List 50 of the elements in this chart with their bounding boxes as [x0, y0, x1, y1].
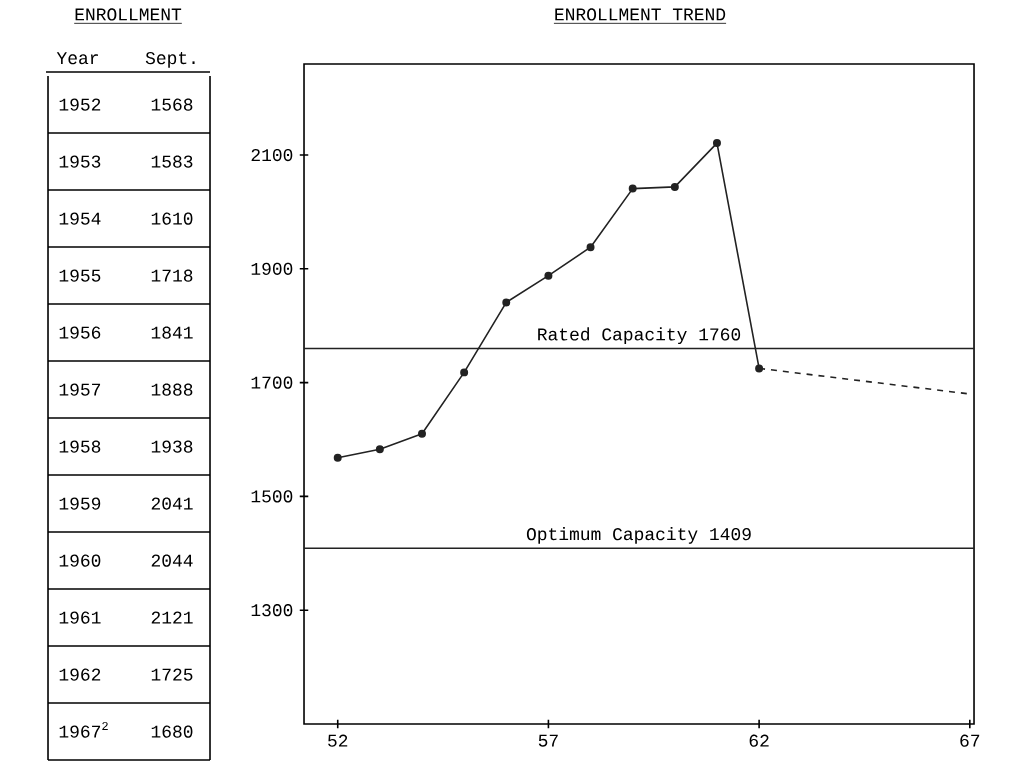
text: Sept.	[145, 52, 195, 68]
point	[670, 182, 679, 191]
text: 1841	[151, 326, 193, 339]
text: 1959	[59, 497, 101, 510]
y-tick-label: 1900	[251, 262, 293, 275]
point	[755, 364, 764, 373]
text: 1954	[59, 212, 101, 225]
text: 1955	[59, 269, 101, 282]
text: 1962	[59, 668, 101, 681]
ref-line-label: Rated Capacity 1760	[538, 327, 741, 345]
text: 1952	[59, 98, 101, 111]
text: 2041	[151, 497, 193, 510]
y-tick-label: 2100	[251, 148, 293, 162]
text: 1958	[59, 440, 101, 453]
x-tick-label: 52	[328, 734, 348, 747]
point	[586, 243, 595, 252]
point	[418, 429, 426, 438]
text: 2044	[151, 554, 193, 567]
x-tick-label: 62	[749, 734, 769, 747]
point	[544, 271, 553, 280]
text: 1680	[151, 725, 193, 738]
text: ENROLLMENT	[75, 8, 182, 21]
point	[502, 298, 511, 307]
x-tick-label: 67	[960, 734, 980, 747]
text: 1957	[59, 383, 101, 396]
text: Year	[56, 52, 98, 65]
y-tick-label: 1700	[251, 376, 293, 389]
text: 1956	[59, 326, 101, 339]
text: 1888	[151, 383, 193, 396]
text: 1953	[59, 155, 101, 168]
chart-title: ENROLLMENT TREND	[555, 8, 726, 21]
text: 1967$^{2}$	[59, 721, 108, 738]
point	[712, 139, 721, 148]
text: 1718	[151, 269, 193, 282]
point	[460, 368, 469, 377]
text: 1961	[59, 611, 101, 624]
text: 1583	[151, 155, 193, 168]
x-tick-label: 57	[538, 734, 558, 747]
text: 1725	[151, 668, 193, 681]
text: 1960	[59, 554, 101, 567]
y-tick-label: 1500	[251, 490, 293, 503]
text: 2121	[151, 611, 193, 624]
text: 1610	[151, 212, 193, 225]
point	[628, 184, 637, 193]
y-tick-label: 1300	[251, 604, 293, 617]
ref-line-label: Optimum Capacity 1409	[526, 527, 751, 544]
text: 1568	[151, 98, 193, 111]
point	[375, 445, 384, 454]
point	[333, 453, 342, 462]
text: 1938	[151, 440, 193, 453]
